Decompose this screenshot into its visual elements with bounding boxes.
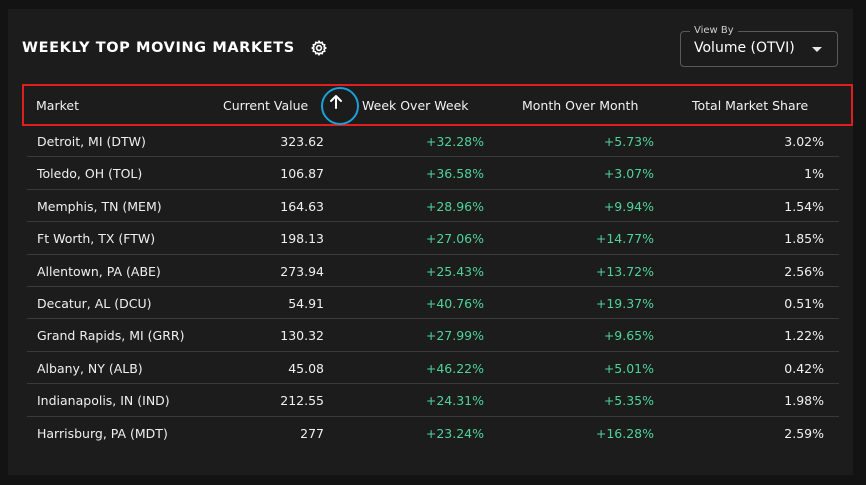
table-row[interactable]: Ft Worth, TX (FTW) 198.13 +27.06% +14.77…: [27, 222, 839, 255]
market-share-cell: 1%: [804, 166, 824, 182]
market-share-cell: 2.56%: [784, 263, 824, 279]
table-row[interactable]: Grand Rapids, MI (GRR) 130.32 +27.99% +9…: [27, 319, 839, 352]
market-cell: Detroit, MI (DTW): [37, 134, 146, 149]
table-row[interactable]: Decatur, AL (DCU) 54.91 +40.76% +19.37% …: [27, 287, 839, 320]
month-over-month-cell: +5.73%: [603, 134, 654, 149]
week-over-week-cell: +32.28%: [425, 134, 484, 149]
week-over-week-cell: +27.99%: [425, 328, 484, 344]
table-header: Market Current Value Week Over Week Mont…: [22, 84, 853, 126]
current-value-cell: 54.91: [288, 295, 324, 311]
market-share-cell: 1.98%: [784, 393, 824, 409]
week-over-week-cell: +23.24%: [425, 425, 484, 441]
market-cell: Harrisburg, PA (MDT): [37, 425, 168, 441]
table-row[interactable]: Indianapolis, IN (IND) 212.55 +24.31% +5…: [27, 384, 839, 417]
market-share-cell: 1.85%: [784, 231, 824, 247]
click-highlight-circle: [321, 87, 359, 125]
market-cell: Memphis, TN (MEM): [37, 198, 162, 214]
column-header-market[interactable]: Market: [36, 98, 79, 113]
view-by-value: Volume (OTVI): [694, 40, 795, 56]
month-over-month-cell: +9.94%: [603, 198, 654, 214]
week-over-week-cell: +36.58%: [425, 166, 484, 182]
widget-header: WEEKLY TOP MOVING MARKETS: [22, 39, 328, 57]
column-header-current-value[interactable]: Current Value: [223, 98, 309, 113]
gear-icon[interactable]: [310, 39, 328, 57]
market-share-cell: 2.59%: [784, 425, 824, 441]
market-share-cell: 0.51%: [784, 295, 824, 311]
market-cell: Allentown, PA (ABE): [37, 263, 161, 279]
market-cell: Grand Rapids, MI (GRR): [37, 328, 185, 344]
current-value-cell: 273.94: [280, 263, 324, 279]
market-share-cell: 0.42%: [784, 360, 824, 376]
current-value-cell: 164.63: [280, 198, 324, 214]
market-cell: Albany, NY (ALB): [37, 360, 143, 376]
chevron-down-icon: [812, 47, 822, 52]
week-over-week-cell: +24.31%: [425, 393, 484, 409]
week-over-week-cell: +27.06%: [425, 231, 484, 247]
current-value-cell: 277: [300, 425, 324, 441]
month-over-month-cell: +9.65%: [603, 328, 654, 344]
month-over-month-cell: +19.37%: [595, 295, 654, 311]
view-by-select[interactable]: View By Volume (OTVI): [680, 25, 838, 67]
month-over-month-cell: +3.07%: [603, 166, 654, 182]
week-over-week-cell: +40.76%: [425, 295, 484, 311]
widget-title: WEEKLY TOP MOVING MARKETS: [22, 40, 295, 56]
month-over-month-cell: +14.77%: [595, 231, 654, 247]
market-share-cell: 3.02%: [784, 134, 824, 149]
top-moving-markets-panel: [8, 9, 853, 475]
market-cell: Indianapolis, IN (IND): [37, 393, 170, 409]
current-value-cell: 130.32: [280, 328, 324, 344]
market-share-cell: 1.22%: [784, 328, 824, 344]
month-over-month-cell: +5.01%: [603, 360, 654, 376]
column-header-total-market-share[interactable]: Total Market Share: [692, 98, 809, 113]
market-share-cell: 1.54%: [784, 198, 824, 214]
table-row[interactable]: Allentown, PA (ABE) 273.94 +25.43% +13.7…: [27, 255, 839, 287]
table-row[interactable]: Harrisburg, PA (MDT) 277 +23.24% +16.28%…: [27, 417, 839, 449]
current-value-cell: 323.62: [280, 134, 324, 149]
month-over-month-cell: +16.28%: [595, 425, 654, 441]
market-cell: Toledo, OH (TOL): [37, 166, 143, 182]
market-cell: Decatur, AL (DCU): [37, 295, 152, 311]
table-row[interactable]: Detroit, MI (DTW) 323.62 +32.28% +5.73% …: [27, 125, 839, 158]
arrow-up-icon[interactable]: [329, 94, 343, 110]
current-value-cell: 45.08: [288, 360, 324, 376]
market-cell: Ft Worth, TX (FTW): [37, 231, 156, 247]
view-by-label: View By: [690, 25, 738, 37]
week-over-week-cell: +25.43%: [425, 263, 484, 279]
table-body: Detroit, MI (DTW) 323.62 +32.28% +5.73% …: [27, 125, 839, 449]
table-row[interactable]: Toledo, OH (TOL) 106.87 +36.58% +3.07% 1…: [27, 157, 839, 190]
current-value-cell: 198.13: [280, 231, 324, 247]
week-over-week-cell: +28.96%: [425, 198, 484, 214]
table-row[interactable]: Albany, NY (ALB) 45.08 +46.22% +5.01% 0.…: [27, 352, 839, 385]
table-row[interactable]: Memphis, TN (MEM) 164.63 +28.96% +9.94% …: [27, 190, 839, 223]
current-value-cell: 212.55: [280, 393, 324, 409]
month-over-month-cell: +13.72%: [595, 263, 654, 279]
month-over-month-cell: +5.35%: [603, 393, 654, 409]
week-over-week-cell: +46.22%: [425, 360, 484, 376]
column-header-month-over-month[interactable]: Month Over Month: [522, 98, 639, 113]
current-value-cell: 106.87: [280, 166, 324, 182]
column-header-week-over-week[interactable]: Week Over Week: [362, 98, 469, 113]
